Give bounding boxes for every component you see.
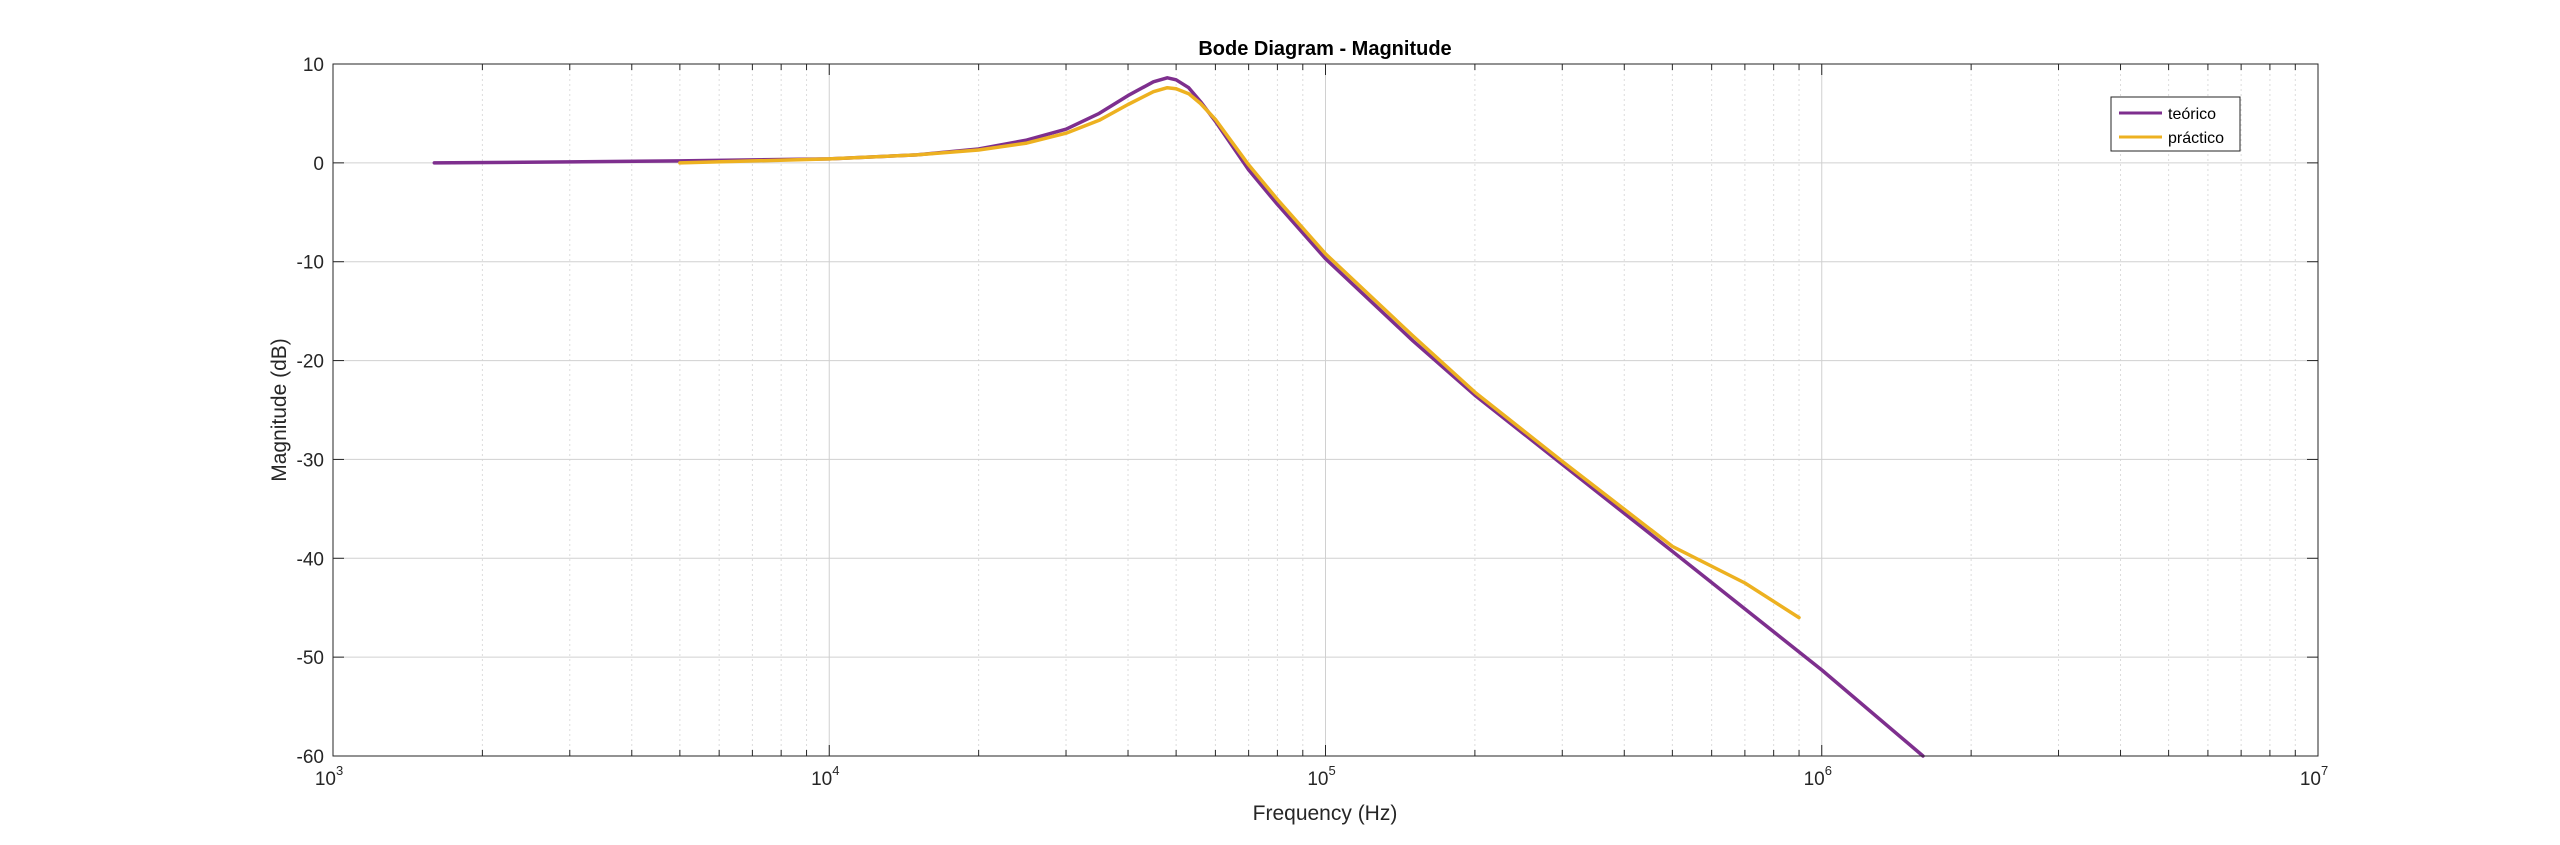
legend-label-practico: práctico — [2168, 130, 2224, 147]
y-tick-label: -10 — [297, 253, 324, 274]
y-tick-label: -60 — [297, 747, 324, 768]
y-tick-label: 10 — [303, 55, 324, 76]
series-layer — [432, 76, 1925, 758]
x-tick-exponent: 7 — [2321, 763, 2328, 778]
y-axis-label: Magnitude (dB) — [268, 338, 291, 482]
y-tick-label: -50 — [297, 648, 324, 669]
y-tick-label: -30 — [297, 450, 324, 471]
x-axis-label: Frequency (Hz) — [1253, 802, 1398, 825]
x-tick-exponent: 5 — [1328, 763, 1335, 778]
legend-label-teorico: teórico — [2168, 106, 2216, 123]
legend[interactable]: teórico práctico — [2110, 96, 2241, 152]
y-tick-label: 0 — [313, 154, 324, 175]
chart-title: Bode Diagram - Magnitude — [1198, 38, 1451, 60]
y-tick-label: -40 — [297, 549, 324, 570]
legend-box — [2110, 96, 2241, 152]
x-tick-exponent: 6 — [1825, 763, 1832, 778]
series-line-1 — [678, 85, 1801, 620]
x-tick-exponent: 3 — [336, 763, 343, 778]
x-tick-exponent: 4 — [832, 763, 839, 778]
y-tick-label: -20 — [297, 352, 324, 373]
